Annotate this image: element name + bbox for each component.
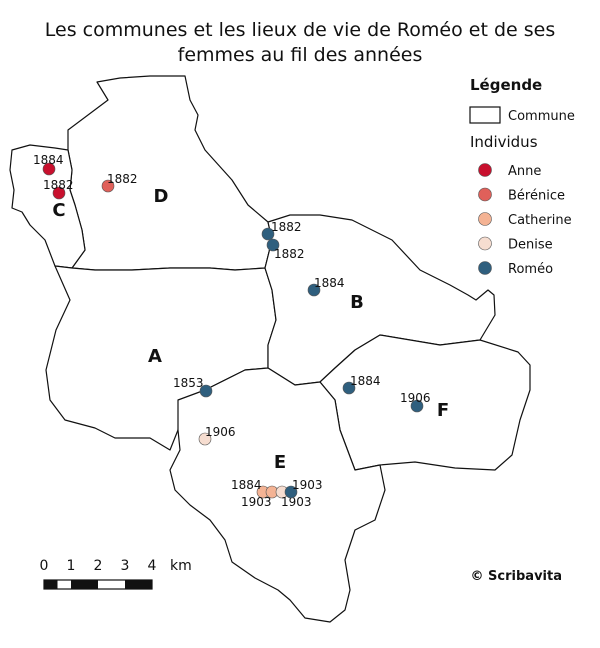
commune-label-c: C	[52, 200, 65, 221]
scale-bar: 0 1 2 3 4 km	[40, 558, 192, 590]
legend-items: Anne Bérénice Catherine Denise Roméo	[478, 163, 572, 277]
commune-label-e: E	[274, 452, 286, 473]
scale-tick-2: 2	[94, 558, 103, 574]
legend-marker-3	[478, 236, 492, 251]
commune-label-d: D	[154, 186, 169, 207]
location-point-3[interactable]	[261, 227, 275, 241]
scale-tick-3: 3	[121, 558, 130, 574]
legend-label-0: Anne	[508, 164, 541, 179]
scale-segment	[71, 580, 98, 589]
location-point-1[interactable]	[52, 186, 66, 200]
year-label-12: 1903	[281, 495, 312, 509]
year-label-2: 1882	[107, 172, 138, 186]
legend-label-1: Bérénice	[508, 189, 565, 204]
location-point-13[interactable]	[284, 485, 298, 499]
year-label-7: 1884	[350, 374, 381, 388]
location-point-0[interactable]	[42, 162, 56, 176]
legend-title: Légende	[470, 76, 542, 94]
year-label-0: 1884	[33, 153, 64, 167]
scale-unit: km	[170, 558, 192, 574]
map-title-line2: femmes au fil des années	[178, 44, 423, 66]
year-label-11: 1903	[241, 495, 272, 509]
year-label-13: 1903	[292, 478, 323, 492]
legend-marker-0	[478, 163, 492, 177]
legend-commune-label: Commune	[508, 109, 575, 124]
legend-label-4: Roméo	[508, 262, 553, 277]
scale-tick-1: 1	[67, 558, 76, 574]
scale-segment	[44, 580, 58, 589]
year-label-5: 1884	[314, 276, 345, 290]
scale-segment	[125, 580, 152, 589]
location-point-2[interactable]	[101, 179, 115, 193]
year-label-3: 1882	[271, 220, 302, 234]
commune-label-a: A	[148, 346, 162, 367]
year-label-9: 1906	[205, 425, 236, 439]
legend-individuals-title: Individus	[470, 133, 538, 151]
year-label-10: 1884	[231, 478, 262, 492]
commune-label-f: F	[437, 400, 449, 421]
scale-tick-0: 0	[40, 558, 49, 574]
legend-marker-4	[478, 261, 492, 275]
commune-label-b: B	[350, 292, 364, 313]
map-title-line1: Les communes et les lieux de vie de Romé…	[45, 19, 555, 41]
location-point-9[interactable]	[198, 432, 212, 446]
legend-marker-2	[478, 212, 492, 226]
copyright-text: © Scribavita	[471, 569, 562, 584]
commune-d-polygon[interactable]	[67, 75, 273, 271]
points-layer: 1884 1882 1882 1882 1882 1884 1853 1884 1906 1906…	[33, 153, 431, 509]
legend-commune-swatch	[469, 106, 501, 124]
year-label-1: 1882	[43, 178, 74, 192]
location-point-5[interactable]	[307, 283, 321, 297]
commune-c-polygon[interactable]	[9, 144, 86, 269]
communes-layer	[9, 75, 531, 623]
year-label-4: 1882	[274, 247, 305, 261]
legend-marker-1	[478, 187, 492, 202]
legend: Légende Commune Individus Anne Bérénice Ca…	[469, 76, 575, 277]
scale-tick-4: 4	[148, 558, 157, 574]
location-point-8[interactable]	[410, 399, 424, 413]
legend-label-3: Denise	[508, 238, 553, 253]
legend-label-2: Catherine	[508, 213, 572, 228]
year-label-6: 1853	[173, 376, 204, 390]
location-point-7[interactable]	[342, 381, 356, 395]
location-point-4[interactable]	[266, 238, 280, 252]
location-point-6[interactable]	[199, 384, 213, 398]
year-label-8: 1906	[400, 391, 431, 405]
